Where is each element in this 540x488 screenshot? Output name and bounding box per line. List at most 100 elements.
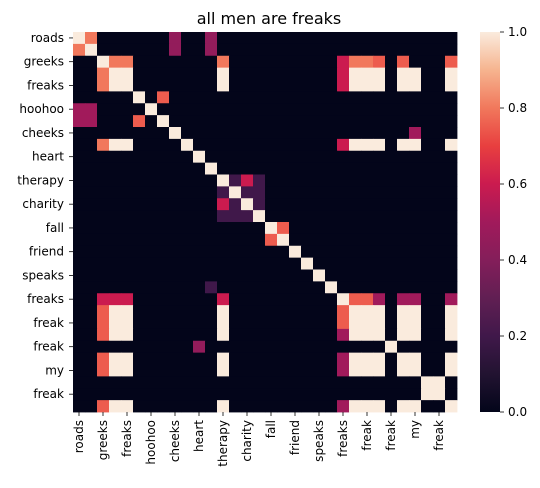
heatmap-cell — [385, 198, 398, 211]
heatmap-cell — [109, 317, 122, 330]
heatmap-cell — [205, 150, 218, 164]
heatmap-cell — [409, 174, 422, 187]
heatmap-cell — [97, 43, 110, 57]
heatmap-cell — [121, 162, 134, 175]
heatmap-cell — [97, 281, 110, 294]
heatmap-cell — [397, 328, 410, 342]
heatmap-cell — [109, 388, 122, 401]
heatmap-cell — [301, 67, 314, 80]
heatmap-cell — [373, 162, 386, 175]
heatmap-cell — [301, 79, 314, 92]
heatmap-cell — [337, 269, 350, 282]
heatmap-cell — [109, 364, 122, 377]
heatmap-cell — [337, 257, 350, 270]
heatmap-cell — [397, 364, 410, 377]
heatmap-cell — [229, 352, 242, 365]
heatmap-cell — [361, 150, 374, 164]
heatmap-cell — [445, 67, 458, 80]
heatmap-cell — [409, 103, 422, 116]
heatmap-cell — [169, 67, 182, 80]
heatmap-cell — [313, 32, 326, 45]
heatmap-cell — [145, 210, 158, 223]
y-tick-label: fall — [46, 221, 64, 235]
heatmap-cell — [445, 245, 458, 259]
heatmap-cell — [445, 198, 458, 211]
heatmap-cell — [409, 269, 422, 282]
heatmap-cell — [193, 91, 206, 104]
heatmap-cell — [385, 293, 398, 306]
heatmap-cell — [241, 269, 254, 282]
heatmap-cell — [385, 245, 398, 259]
heatmap-cell — [229, 340, 242, 354]
heatmap-cell — [121, 269, 134, 282]
heatmap-cell — [157, 317, 170, 330]
heatmap-cell — [325, 233, 338, 247]
y-tick-label: greeks — [24, 55, 64, 69]
y-tick-label: hoohoo — [19, 102, 64, 116]
heatmap-cell — [73, 198, 86, 211]
heatmap-cell — [289, 91, 302, 104]
heatmap-cell — [397, 317, 410, 330]
heatmap-cell — [433, 186, 446, 199]
heatmap-cell — [265, 103, 278, 116]
heatmap-cell — [181, 400, 194, 413]
heatmap-cell — [241, 222, 254, 235]
heatmap-cell — [97, 269, 110, 282]
heatmap-cell — [133, 400, 146, 413]
heatmap-cell — [325, 281, 338, 294]
heatmap-cell — [373, 328, 386, 342]
heatmap-cell — [445, 340, 458, 354]
heatmap-cell — [169, 162, 182, 175]
heatmap-cell — [205, 281, 218, 294]
heatmap-cell — [157, 150, 170, 164]
heatmap-cell — [133, 115, 146, 128]
heatmap-cell — [289, 67, 302, 80]
heatmap-cell — [349, 32, 362, 45]
heatmap-cell — [397, 32, 410, 45]
heatmap-cell — [349, 328, 362, 342]
heatmap-cell — [109, 43, 122, 57]
heatmap-cell — [97, 79, 110, 92]
heatmap-cell — [145, 400, 158, 413]
heatmap-cell — [313, 388, 326, 401]
heatmap-cell — [121, 376, 134, 389]
heatmap-cell — [169, 150, 182, 164]
heatmap-cell — [301, 317, 314, 330]
heatmap-cell — [217, 340, 230, 354]
heatmap-cell — [433, 317, 446, 330]
heatmap-cell — [181, 376, 194, 389]
heatmap-cell — [373, 127, 386, 140]
heatmap-cell — [445, 162, 458, 175]
heatmap-cell — [349, 269, 362, 282]
heatmap-cell — [241, 328, 254, 342]
heatmap-cell — [313, 317, 326, 330]
heatmap-cell — [241, 55, 254, 69]
heatmap-cell — [445, 364, 458, 377]
heatmap-cell — [157, 233, 170, 247]
heatmap-cell — [409, 376, 422, 389]
heatmap-cell — [265, 174, 278, 187]
heatmap-cell — [265, 317, 278, 330]
heatmap-cell — [289, 186, 302, 199]
heatmap-cell — [109, 281, 122, 294]
heatmap-cell — [349, 198, 362, 211]
heatmap-cell — [277, 162, 290, 175]
heatmap-cell — [445, 376, 458, 389]
heatmap-cell — [253, 376, 266, 389]
heatmap-cell — [97, 91, 110, 104]
heatmap-cell — [445, 388, 458, 401]
heatmap-cell — [433, 400, 446, 413]
heatmap-cell — [85, 317, 98, 330]
heatmap-cell — [193, 198, 206, 211]
heatmap-cell — [193, 127, 206, 140]
heatmap-cell — [385, 388, 398, 401]
heatmap-cell — [349, 115, 362, 128]
heatmap-cell — [145, 162, 158, 175]
heatmap-cell — [121, 352, 134, 365]
heatmap-cell — [409, 364, 422, 377]
colorbar-tick-label: 0.4 — [508, 253, 527, 267]
heatmap-cell — [133, 67, 146, 80]
heatmap-cell — [289, 293, 302, 306]
heatmap-cell — [409, 328, 422, 342]
heatmap-cell — [289, 388, 302, 401]
